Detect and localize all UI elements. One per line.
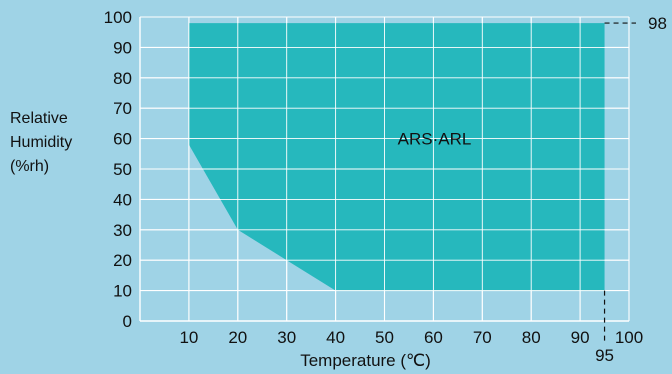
x-tick-label: 100 [615,328,643,347]
y-tick-label: 70 [113,99,132,118]
y-tick-label: 80 [113,69,132,88]
x-tick-label: 20 [228,328,247,347]
y-tick-label: 50 [113,160,132,179]
y-axis-title-line-2: Humidity [10,134,72,151]
operating-region-area [188,23,605,291]
y-tick-label: 0 [123,312,132,331]
y-tick-label: 30 [113,221,132,240]
x-tick-label: 50 [375,328,394,347]
y-axis-title-line-3: (%rh) [10,158,49,175]
x-tick-label: 80 [522,328,541,347]
x-tick-label: 10 [179,328,198,347]
x-tick-label: 40 [326,328,345,347]
y-tick-label: 40 [113,190,132,209]
tick-labels: 0 10 20 30 40 50 60 70 80 90 100 10 20 30 40 50 60 70 80 90… [104,8,644,347]
x-tick-label: 90 [571,328,590,347]
y-tick-label: 10 [113,282,132,301]
region-label: ARS·ARL [398,130,472,149]
y-tick-label: 100 [104,8,132,27]
x-tick-label: 60 [424,328,443,347]
right-limit-label: 95 [595,346,614,365]
x-axis-title: Temperature (℃) [300,351,431,370]
x-tick-label: 30 [277,328,296,347]
top-limit-label: 98 [648,14,667,33]
y-tick-label: 60 [113,130,132,149]
y-tick-label: 90 [113,38,132,57]
x-tick-label: 70 [473,328,492,347]
grid-over-region [140,16,630,321]
y-tick-label: 20 [113,251,132,270]
y-axis-title-line-1: Relative [10,110,68,127]
